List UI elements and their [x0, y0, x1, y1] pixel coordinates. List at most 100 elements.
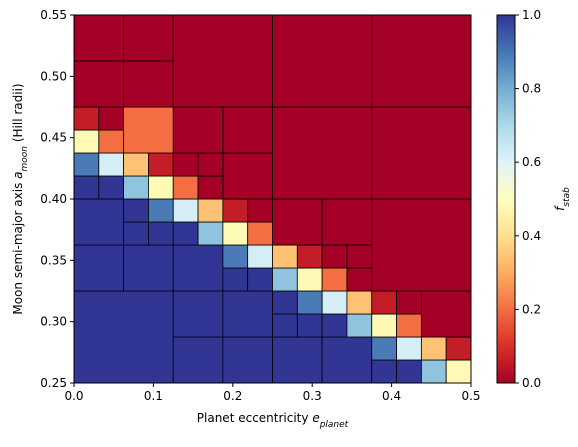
cell [272, 198, 323, 246]
cell [371, 106, 472, 200]
y-axis-label-part: (Hill radii) [11, 83, 25, 146]
cell [222, 198, 249, 223]
x-axis-label: Planet eccentricity eplanet [197, 411, 349, 430]
y-tick-label: 0.35 [40, 253, 67, 267]
cell [272, 336, 323, 384]
cell [247, 267, 273, 292]
y-tick-label: 0.25 [40, 376, 67, 390]
cell [123, 60, 174, 108]
cell [247, 244, 273, 269]
cell [222, 244, 249, 269]
x-tick-label: 0.2 [223, 389, 242, 403]
cell [172, 221, 199, 246]
cell [73, 129, 100, 154]
cell [172, 336, 224, 384]
cell [371, 198, 472, 292]
cell [148, 175, 174, 200]
x-tick-label: 0.4 [382, 389, 401, 403]
cell [98, 152, 125, 177]
cell [222, 106, 273, 154]
cell [197, 221, 224, 246]
colorbar-tick-label: 1.0 [522, 8, 541, 22]
cell [396, 313, 422, 338]
cell [247, 221, 273, 246]
x-axis-label-part: Planet eccentricity [197, 411, 313, 425]
cell [346, 313, 373, 338]
cell [98, 175, 125, 200]
cell [73, 60, 125, 108]
y-axis-label: Moon semi-major axis amoon (Hill radii) [11, 83, 30, 314]
cell [346, 244, 373, 269]
cell [272, 313, 298, 338]
cell [73, 14, 125, 62]
cell [73, 175, 100, 200]
cell [296, 313, 323, 338]
cell [98, 129, 125, 154]
cell [172, 290, 224, 338]
cell [272, 14, 373, 108]
x-tick-label: 0.3 [303, 389, 322, 403]
x-axis-label-part: planet [319, 420, 349, 430]
y-axis-label-part: Moon semi-major axis [11, 179, 25, 315]
colorbar-tick-label: 0.2 [522, 302, 541, 316]
cell [346, 267, 373, 292]
cell [371, 290, 397, 315]
y-tick-label: 0.30 [40, 315, 67, 329]
cell [172, 244, 224, 292]
cell [445, 336, 472, 361]
cell [197, 152, 224, 177]
y-tick-label: 0.50 [40, 69, 67, 83]
cell [420, 359, 447, 384]
cell [123, 14, 174, 62]
colorbar-tick-label: 0.4 [522, 229, 541, 243]
cell [172, 198, 199, 223]
cell [172, 106, 224, 154]
y-tick-label: 0.45 [40, 131, 67, 145]
x-tick-label: 0.0 [64, 389, 83, 403]
cell [148, 198, 174, 223]
cell [148, 221, 174, 246]
cell [172, 175, 199, 200]
cell [272, 106, 373, 200]
cell [123, 175, 149, 200]
colorbar-label: fstab [553, 187, 572, 211]
cell [371, 14, 472, 108]
cell [296, 244, 323, 269]
cell [222, 267, 249, 292]
cell [222, 290, 273, 338]
cell [172, 14, 273, 108]
cell [321, 290, 348, 315]
cell [445, 359, 472, 384]
cell [98, 106, 125, 131]
colorbar-tick-label: 0.8 [522, 82, 541, 96]
cell [396, 336, 422, 361]
cell [73, 244, 125, 292]
x-axis-label-part: e [312, 411, 319, 425]
cell [420, 336, 447, 361]
cell [123, 244, 174, 292]
cell [73, 290, 174, 384]
cell [321, 267, 348, 292]
x-tick-label: 0.5 [461, 389, 480, 403]
cell [296, 267, 323, 292]
cell [148, 152, 174, 177]
y-axis-label-part: a [11, 171, 25, 178]
y-axis-label-part: moon [20, 146, 30, 172]
colorbar [496, 14, 516, 384]
cell [396, 359, 422, 384]
cell [371, 313, 397, 338]
colorbar-tick-label: 0.0 [522, 376, 541, 390]
cell [73, 198, 125, 246]
cell [321, 336, 373, 384]
cell [321, 313, 348, 338]
cell [272, 267, 298, 292]
cell [371, 359, 397, 384]
colorbar-tick-label: 0.6 [522, 155, 541, 169]
cell [222, 221, 249, 246]
cell [396, 290, 422, 315]
cell [371, 336, 397, 361]
cell [197, 198, 224, 223]
cell [123, 221, 149, 246]
cell [73, 106, 100, 131]
